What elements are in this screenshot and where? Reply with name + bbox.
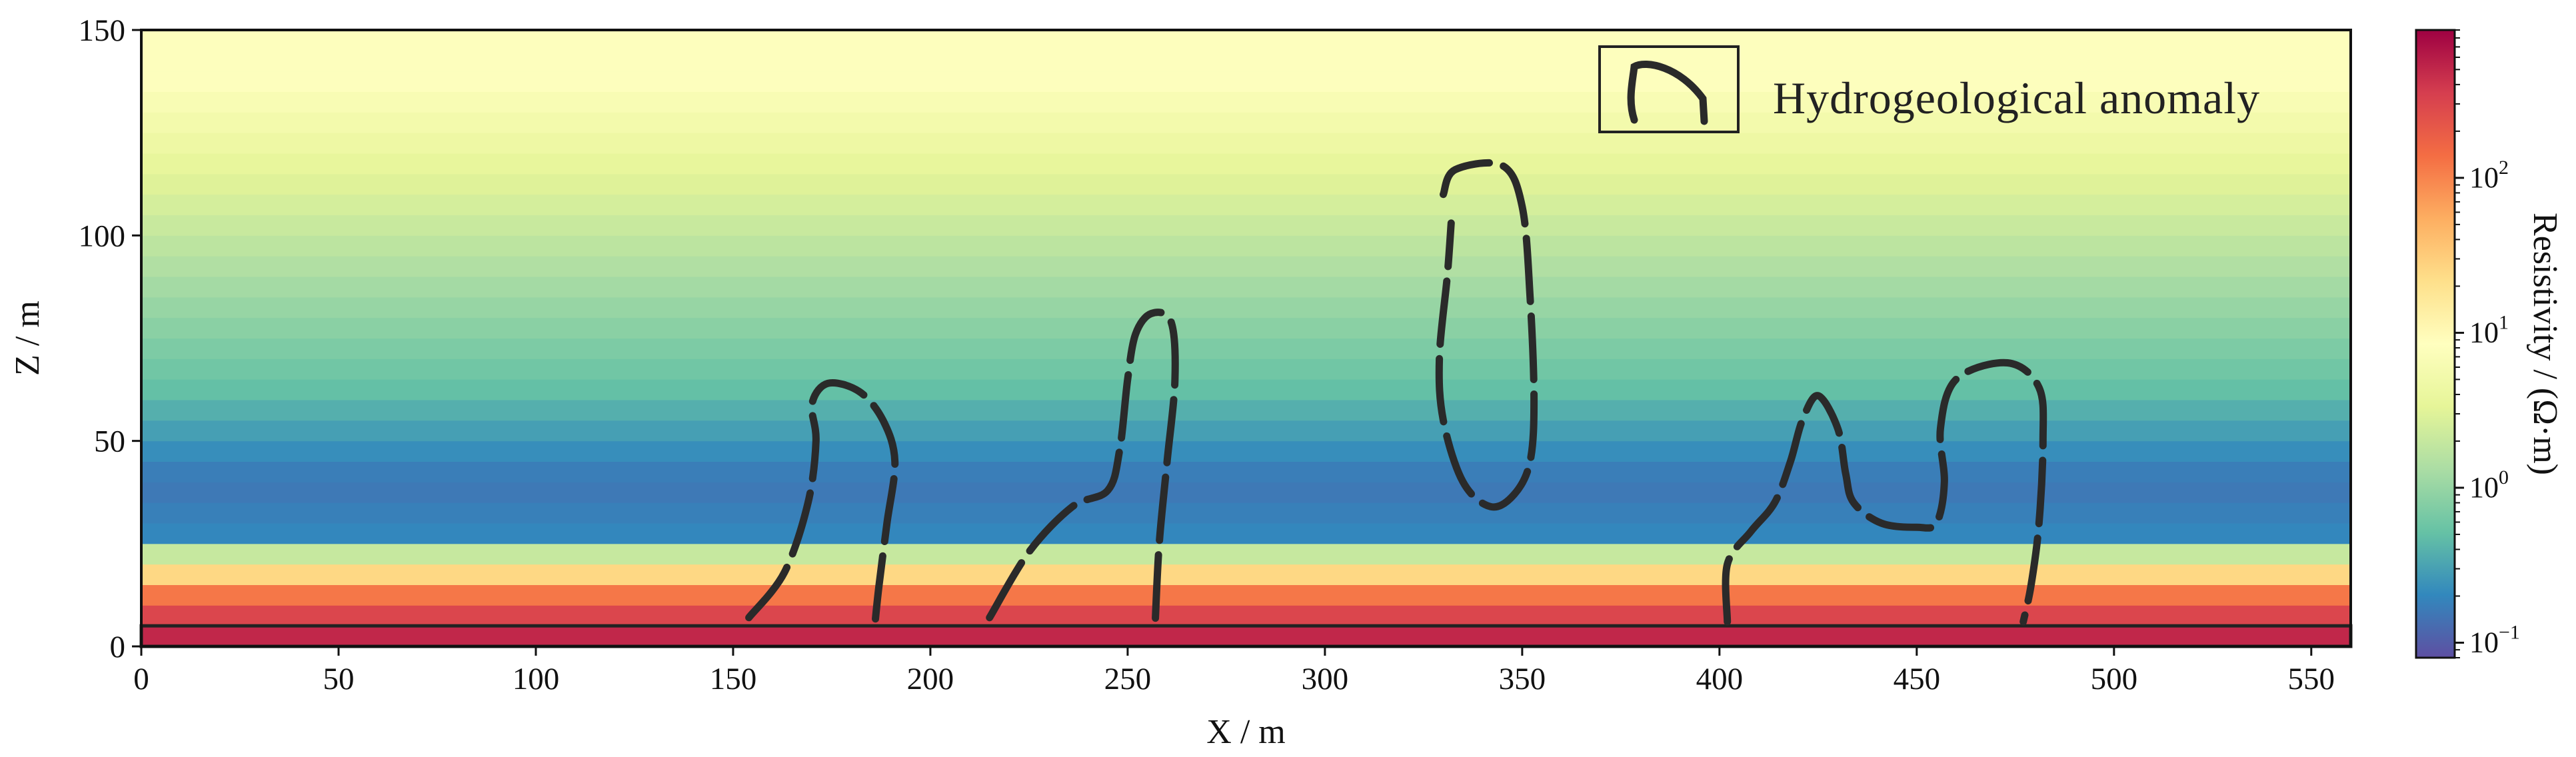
heatmap-band	[141, 626, 2351, 647]
heatmap-band	[141, 400, 2351, 421]
colorbar-tick-exponent: 1	[2499, 311, 2509, 333]
heatmap-band	[141, 277, 2351, 298]
colorbar-tick-label: 10−1	[2469, 621, 2520, 658]
heatmap-band	[141, 215, 2351, 236]
heatmap-band	[141, 379, 2351, 400]
heatmap-band	[141, 482, 2351, 503]
y-axis: 0 50 100 150	[79, 13, 141, 664]
heatmap-band	[141, 543, 2351, 565]
anomaly-1	[745, 379, 899, 626]
colorbar-tick-label: 102	[2469, 157, 2509, 194]
x-tick-label: 550	[2288, 662, 2335, 696]
y-tick-label: 100	[79, 219, 126, 253]
heatmap-band	[141, 420, 2351, 442]
colorbar-label: Resistivity / (Ω·m)	[2526, 213, 2564, 475]
x-axis-title: X / m	[1206, 713, 1285, 751]
legend-label: Hydrogeological anomaly	[1773, 73, 2260, 123]
heatmap-band	[141, 112, 2351, 133]
heatmap-band	[141, 194, 2351, 215]
y-tick-label: 0	[110, 630, 126, 664]
colorbar-tick-base: 10	[2469, 316, 2499, 349]
resistivity-heatmap	[141, 30, 2351, 647]
heatmap-band	[141, 30, 2351, 51]
y-axis-title: Z / m	[9, 301, 47, 376]
colorbar-tick-exponent: −1	[2499, 621, 2520, 643]
heatmap-band	[141, 91, 2351, 113]
heatmap-band	[141, 50, 2351, 72]
colorbar-tick-exponent: 0	[2499, 466, 2509, 488]
colorbar-tick-base: 10	[2469, 626, 2499, 658]
colorbar-tick-base: 10	[2469, 471, 2499, 504]
heatmap-band	[141, 564, 2351, 585]
heatmap-band	[141, 153, 2351, 175]
plot-frame	[140, 29, 2352, 648]
legend-anomaly-symbol	[1627, 61, 1708, 125]
anomaly-outlines	[745, 159, 2047, 626]
x-tick-label: 500	[2091, 662, 2138, 696]
colorbar-tick-label: 100	[2469, 466, 2509, 504]
x-tick-label: 450	[1894, 662, 1941, 696]
anomaly-3	[1435, 159, 1538, 511]
colorbar-tick-exponent: 2	[2499, 157, 2509, 179]
legend-symbol-box	[1598, 45, 1740, 133]
y-tick-label: 150	[79, 13, 126, 48]
heatmap-band	[141, 338, 2351, 359]
heatmap-band	[141, 297, 2351, 319]
y-tick-label: 50	[94, 424, 125, 459]
x-tick-label: 350	[1499, 662, 1546, 696]
x-tick-label: 200	[907, 662, 954, 696]
heatmap-band	[141, 523, 2351, 544]
heatmap-band	[141, 461, 2351, 482]
heatmap-band	[141, 235, 2351, 257]
x-tick-label: 300	[1302, 662, 1349, 696]
heatmap-band	[141, 605, 2351, 626]
heatmap-band	[141, 440, 2351, 462]
x-tick-label: 250	[1104, 662, 1152, 696]
colorbar-tick-base: 10	[2469, 161, 2499, 194]
plot-border	[140, 29, 2352, 648]
legend: Hydrogeological anomaly	[1598, 45, 2260, 133]
heatmap-band	[141, 317, 2351, 339]
anomaly-2	[986, 309, 1179, 626]
heatmap-band	[141, 584, 2351, 606]
heatmap-band	[141, 173, 2351, 195]
heatmap-band	[141, 71, 2351, 92]
heatmap-band	[141, 256, 2351, 277]
anomaly-4	[1722, 359, 2047, 626]
x-tick-label: 150	[710, 662, 757, 696]
colorbar-tick-label: 101	[2469, 311, 2509, 349]
x-tick-label: 100	[513, 662, 560, 696]
x-axis: 0 50 100 150 200 250 300 350 400 450 500 550	[133, 646, 2335, 696]
heatmap-band	[141, 133, 2351, 154]
x-tick-label: 400	[1696, 662, 1744, 696]
heatmap-band	[141, 502, 2351, 524]
colorbar-gradient	[2415, 29, 2456, 659]
x-tick-label: 0	[133, 662, 149, 696]
x-tick-label: 50	[323, 662, 354, 696]
